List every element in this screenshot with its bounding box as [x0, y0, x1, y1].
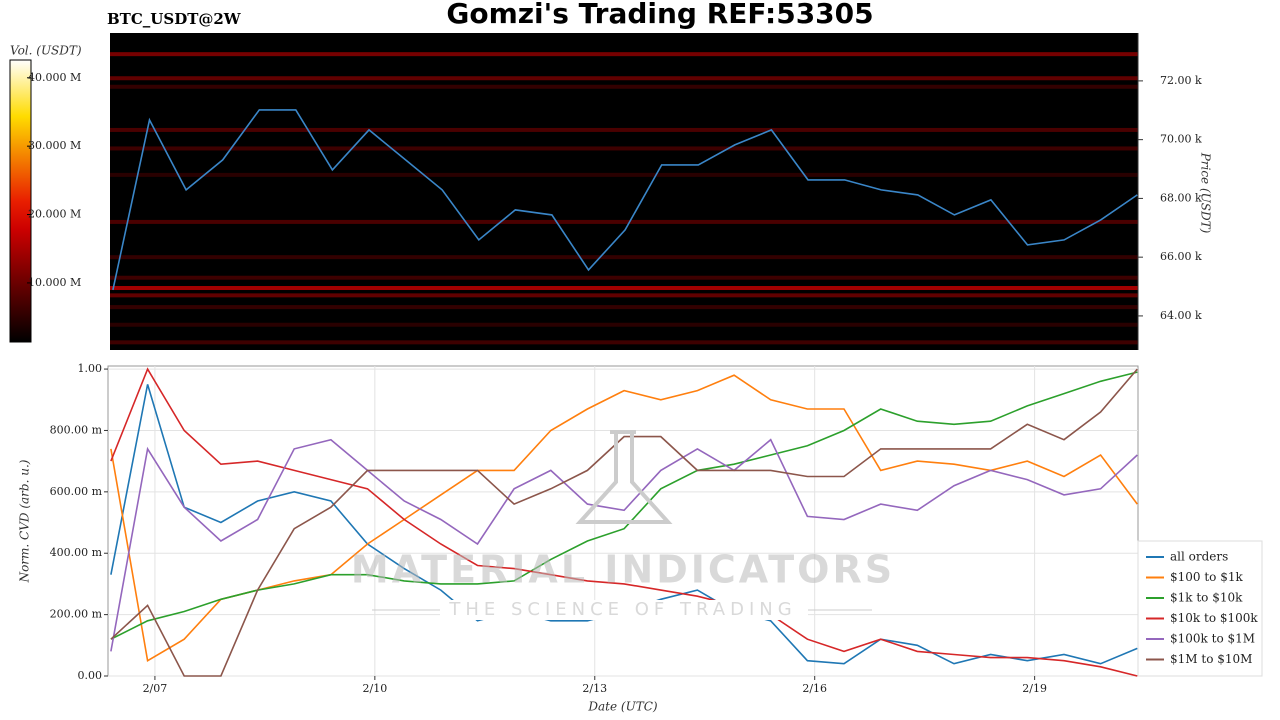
watermark-rule-gap	[440, 600, 808, 620]
x-tick-label: 2/10	[362, 682, 387, 695]
heatmap-band	[110, 255, 1138, 260]
price-line	[112, 109, 1138, 291]
legend-label: all orders	[1170, 550, 1228, 564]
y-tick-label: 66.00 k	[1160, 250, 1202, 263]
heatmap-band	[110, 127, 1138, 132]
y-tick-label: 200.00 m	[50, 608, 103, 621]
heatmap-band	[110, 52, 1138, 57]
cvd-line	[110, 371, 1138, 640]
heatmap-band	[110, 84, 1138, 89]
y-tick-label: 0.00	[78, 669, 103, 682]
chart-title: Gomzi's Trading REF:53305	[446, 0, 873, 30]
heatmap-band	[110, 275, 1138, 280]
heatmap-band	[110, 293, 1138, 298]
colorbar-tick-label: 10.000 M	[28, 276, 81, 289]
y-tick-label: 600.00 m	[50, 485, 103, 498]
watermark: MATERIAL INDICATORS THE SCIENCE OF TRADI…	[351, 430, 895, 620]
cvd-line	[110, 367, 1138, 677]
legend-label: $100 to $1k	[1170, 570, 1243, 584]
colorbar-tick-label: 30.000 M	[28, 139, 81, 152]
cvd-axis-label: Norm. CVD (arb. u.)	[18, 459, 32, 583]
cvd-line	[110, 438, 1138, 652]
watermark-flask	[575, 430, 673, 524]
heatmap-band	[110, 219, 1138, 224]
heatmap-band	[110, 340, 1138, 345]
cvd-line	[110, 368, 1138, 677]
x-tick-label: 2/07	[143, 682, 168, 695]
y-tick-label: 64.00 k	[1160, 309, 1202, 322]
heatmap-band	[110, 286, 1138, 291]
x-tick-label: 2/13	[582, 682, 607, 695]
colorbar	[9, 59, 32, 343]
x-tick-label: 2/19	[1022, 682, 1047, 695]
price-axis-label: Price (USDT)	[1199, 152, 1213, 234]
x-axis-label: Date (UTC)	[587, 700, 657, 714]
legend-label: $1M to $10M	[1170, 652, 1252, 666]
y-tick-label: 72.00 k	[1160, 74, 1202, 87]
legend-label: $10k to $100k	[1170, 611, 1258, 625]
watermark-subtitle: THE SCIENCE OF TRADING	[448, 599, 796, 620]
x-tick-label: 2/16	[802, 682, 827, 695]
legend-box	[1137, 540, 1263, 677]
heatmap-band	[110, 305, 1138, 310]
cvd-line	[110, 374, 1138, 662]
chart-subtitle: BTC_USDT@2W	[107, 10, 242, 28]
heatmap-band	[110, 76, 1138, 81]
colorbar-label: Vol. (USDT)	[10, 44, 82, 58]
y-tick-label: 70.00 k	[1160, 133, 1202, 146]
y-tick-label: 68.00 k	[1160, 191, 1202, 204]
y-tick-label: 400.00 m	[50, 546, 103, 559]
legend-label: $100k to $1M	[1170, 632, 1255, 646]
heatmap-band	[110, 322, 1138, 327]
heatmap-background	[110, 33, 1138, 350]
y-tick-label: 1.00	[78, 362, 103, 375]
colorbar-tick-label: 40.000 M	[28, 71, 81, 84]
legend-label: $1k to $10k	[1170, 591, 1243, 605]
heatmap-band	[110, 146, 1138, 151]
colorbar-tick-label: 20.000 M	[28, 208, 81, 221]
y-tick-label: 800.00 m	[50, 423, 103, 436]
watermark-title: MATERIAL INDICATORS	[351, 548, 895, 592]
heatmap-band	[110, 172, 1138, 177]
